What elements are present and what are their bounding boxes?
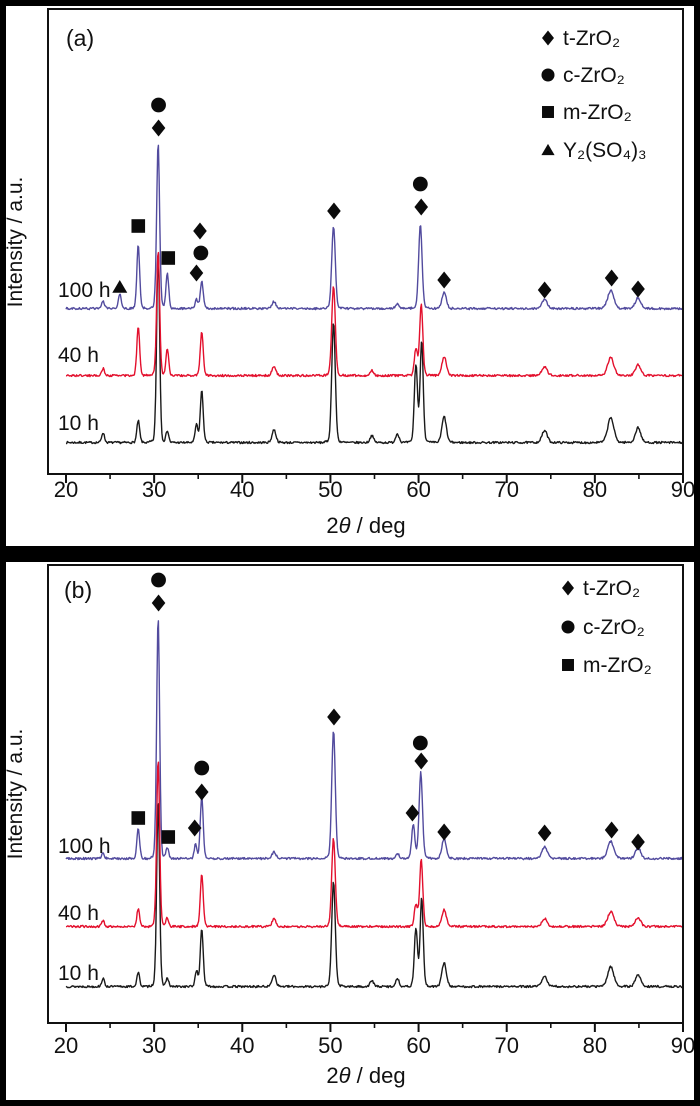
legend-diamond-icon [542, 30, 554, 46]
diamond-phase-marker [194, 783, 209, 801]
x-tick-label: 40 [230, 477, 254, 502]
panel-tag-a: (a) [66, 25, 94, 51]
diamond-phase-marker [193, 222, 207, 240]
x-tick-label: 80 [583, 477, 607, 502]
x-tick-label: 60 [406, 477, 430, 502]
xrd-trace-40h [65, 761, 682, 929]
legend-triangle-icon [541, 143, 555, 156]
y-axis-label-b: Intensity / a.u. [6, 729, 27, 860]
diamond-phase-marker [437, 271, 451, 289]
legend-label: c-ZrO₂ [563, 64, 625, 87]
legend-diamond-icon [562, 580, 574, 596]
x-axis-label-b: 2θ / deg [326, 1063, 405, 1088]
xrd-trace-100h [65, 620, 682, 861]
x-axis-label-a: 2θ / deg [326, 513, 405, 538]
circle-phase-marker [151, 572, 166, 588]
xrd-panel-b: 20 30 40 50 60 70 80 90 10 h 40 h 100 h t-ZrO₂ c-ZrO… [6, 562, 694, 1100]
plot-box-a [47, 8, 684, 475]
panel-tag-b: (b) [64, 577, 92, 603]
x-tick-label: 60 [406, 1033, 430, 1058]
diamond-phase-marker [437, 823, 451, 841]
x-tick-label: 80 [583, 1033, 607, 1058]
x-tick-label: 30 [142, 477, 166, 502]
diamond-phase-marker [327, 202, 341, 220]
trace-label-40h: 40 h [58, 344, 99, 367]
legend-label: m-ZrO₂ [563, 101, 632, 124]
x-label-prefix: 2 [326, 1063, 338, 1088]
diamond-phase-marker [151, 594, 166, 612]
legend-label: t-ZrO₂ [563, 27, 620, 50]
trace-group [65, 620, 682, 989]
trace-label-100h: 100 h [58, 279, 111, 302]
trace-group [65, 144, 682, 445]
xrd-trace-10h [65, 253, 682, 445]
diamond-phase-marker [604, 821, 619, 839]
x-tick-label: 40 [230, 1033, 254, 1058]
diamond-phase-marker [405, 804, 420, 822]
xrd-trace-100h [65, 144, 682, 311]
legend-square-icon [542, 106, 554, 118]
circle-phase-marker [151, 97, 166, 113]
diamond-phase-marker [414, 752, 429, 770]
legend-circle-icon [561, 620, 575, 634]
diamond-phase-marker [537, 824, 552, 842]
diamond-phase-marker [327, 708, 341, 726]
diamond-phase-marker [631, 833, 645, 851]
legend-label: c-ZrO₂ [583, 616, 645, 639]
diamond-phase-marker [604, 269, 619, 287]
xrd-chart-a: 20 30 40 50 60 70 80 90 10 h 40 h 100 h t-ZrO₂ c-ZrO… [6, 8, 694, 538]
diamond-phase-marker [414, 198, 429, 216]
x-tick-label: 70 [494, 1033, 518, 1058]
trace-label-40h: 40 h [58, 902, 99, 925]
x-label-prefix: 2 [326, 513, 338, 538]
trace-label-100h: 100 h [58, 835, 111, 858]
legend-label: Y₂(SO₄)₃ [563, 139, 647, 162]
x-tick-label: 30 [142, 1033, 166, 1058]
x-label-theta: θ [339, 513, 351, 538]
xrd-trace-40h [65, 251, 682, 378]
xrd-trace-10h [65, 803, 682, 989]
circle-phase-marker [412, 176, 428, 192]
x-label-theta: θ [339, 1063, 351, 1088]
x-tick-label: 90 [671, 1033, 694, 1058]
x-tick-label: 70 [494, 477, 518, 502]
circle-phase-marker [193, 245, 209, 261]
triangle-phase-marker [112, 280, 128, 293]
square-phase-marker [161, 830, 176, 844]
trace-label-10h: 10 h [58, 412, 99, 435]
legend-label: t-ZrO₂ [583, 577, 640, 600]
diamond-phase-marker [631, 280, 645, 298]
circle-phase-marker [412, 735, 428, 751]
circle-phase-marker [194, 760, 210, 776]
plot-box-b [47, 564, 684, 1024]
x-tick-label: 20 [54, 1033, 78, 1058]
diamond-phase-marker [151, 119, 166, 137]
trace-label-10h: 10 h [58, 962, 99, 985]
x-tick-label: 90 [671, 477, 694, 502]
diamond-phase-marker [537, 281, 552, 299]
square-phase-marker [161, 251, 176, 265]
x-label-suffix: / deg [351, 1063, 406, 1088]
x-tick-label: 20 [54, 477, 78, 502]
x-tick-label: 50 [318, 1033, 342, 1058]
y-axis-label-a: Intensity / a.u. [6, 177, 27, 308]
x-label-suffix: / deg [351, 513, 406, 538]
legend-square-icon [562, 659, 574, 671]
diamond-phase-marker [187, 819, 202, 837]
legend-label: m-ZrO₂ [583, 654, 652, 677]
square-phase-marker [131, 219, 146, 233]
legend-circle-icon [541, 68, 555, 82]
xrd-chart-b: 20 30 40 50 60 70 80 90 10 h 40 h 100 h t-ZrO₂ c-ZrO… [6, 564, 694, 1088]
xrd-panel-a: 20 30 40 50 60 70 80 90 10 h 40 h 100 h t-ZrO₂ c-ZrO… [6, 6, 694, 546]
square-phase-marker [131, 811, 146, 825]
x-tick-label: 50 [318, 477, 342, 502]
diamond-phase-marker [189, 264, 204, 282]
